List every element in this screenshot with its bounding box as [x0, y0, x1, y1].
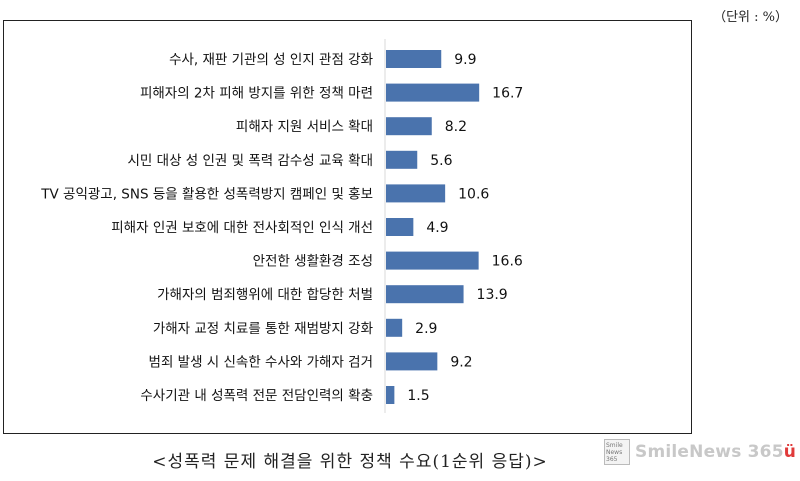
bar — [386, 83, 480, 102]
category-label: 피해자 인권 보호에 대한 전사회적인 인식 개선 — [111, 220, 373, 236]
bar — [386, 352, 438, 371]
value-label: 8.2 — [445, 119, 467, 135]
category-label: 수사, 재판 기관의 성 인지 관점 강화 — [169, 52, 373, 68]
category-label: 시민 대상 성 인권 및 폭력 감수성 교육 확대 — [128, 153, 373, 169]
bar — [386, 184, 446, 203]
bar — [386, 386, 395, 404]
smilenews-logo: Smile News 365 SmileNews 365ü — [604, 438, 796, 466]
category-label: 범죄 발생 시 신속한 수사와 가해자 검거 — [149, 354, 373, 370]
value-label: 13.9 — [477, 287, 508, 303]
category-label: 피해자 지원 서비스 확대 — [236, 119, 373, 135]
value-label: 9.9 — [454, 52, 476, 68]
chart-caption: <성폭력 문제 해결을 위한 정책 수요(1순위 응답)> — [152, 452, 548, 472]
logo-wordmark: SmileNews 365ü — [635, 442, 797, 462]
chart-frame: 수사, 재판 기관의 성 인지 관점 강화 9.9 피해자의 2차 피해 방지를 위… — [3, 20, 692, 434]
category-label: 가해자의 범죄행위에 대한 합당한 처벌 — [157, 287, 373, 303]
bar — [386, 50, 442, 68]
category-label: TV 공익광고, SNS 등을 활용한 성폭력방지 캠페인 및 홍보 — [40, 186, 373, 202]
category-label: 피해자의 2차 피해 방지를 위한 정책 마련 — [140, 86, 373, 102]
value-label: 9.2 — [450, 354, 472, 370]
bar — [386, 150, 418, 169]
value-label: 5.6 — [430, 153, 452, 169]
category-label: 안전한 생활환경 조성 — [253, 254, 373, 270]
category-label: 수사기관 내 성폭력 전문 전담인력의 확충 — [140, 388, 373, 404]
bar — [386, 218, 414, 236]
value-label: 16.7 — [492, 86, 523, 102]
value-label: 4.9 — [426, 220, 448, 236]
unit-label: （단위 : %） — [713, 10, 788, 25]
category-label: 가해자 교정 치료를 통한 재범방지 강화 — [153, 321, 373, 337]
bar — [386, 285, 464, 304]
bar — [386, 251, 479, 270]
value-label: 1.5 — [407, 388, 429, 404]
bar — [386, 318, 403, 337]
logo-emblem: Smile News 365 — [604, 439, 630, 465]
bar-chart: 수사, 재판 기관의 성 인지 관점 강화 9.9 피해자의 2차 피해 방지를 위… — [40, 39, 523, 413]
value-label: 16.6 — [492, 254, 523, 270]
value-label: 10.6 — [458, 186, 489, 202]
value-label: 2.9 — [415, 321, 437, 337]
bar — [386, 117, 432, 136]
